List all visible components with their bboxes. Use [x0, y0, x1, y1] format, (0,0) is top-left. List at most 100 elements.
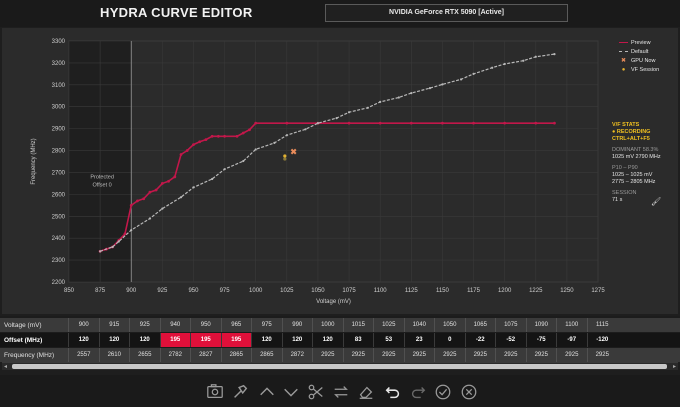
voltage-cell: 925: [129, 318, 160, 332]
frequency-cell: 2925: [434, 348, 465, 362]
vf-curve-chart[interactable]: 850 875 900 925 950 975 1000 1025 1050 1075 1100 11…: [2, 28, 678, 314]
offset-cell[interactable]: 23: [403, 333, 435, 347]
legend-label-preview: Preview: [631, 39, 651, 46]
x-tick-label: 1225: [529, 288, 543, 294]
offset-cell[interactable]: 120: [98, 333, 130, 347]
range-voltage: 1025 – 1025 mV: [612, 172, 653, 178]
series-point-default: [148, 217, 152, 220]
scroll-left-icon[interactable]: ◂: [4, 364, 8, 370]
protected-label: Offset 0: [93, 182, 112, 188]
series-point-default: [99, 250, 102, 253]
scissors-icon[interactable]: [306, 382, 326, 402]
x-tick-label: 1175: [467, 288, 481, 294]
title-bar: HYDRA CURVE EDITOR NVIDIA GeForce RTX 50…: [0, 0, 680, 27]
vf-stats-panel: V/F STATS ● RECORDING CTRL+ALT+F5 DOMINA…: [612, 122, 676, 204]
chevron-down-icon[interactable]: [281, 382, 301, 402]
frequency-header: Frequency (MHz): [4, 351, 55, 359]
series-point-default: [366, 106, 369, 109]
offset-cell[interactable]: -22: [464, 333, 496, 347]
frequency-cell: 2925: [312, 348, 343, 362]
offset-header: Offset (MHz): [4, 336, 43, 344]
frequency-cell: 2925: [342, 348, 374, 362]
undo-icon[interactable]: [383, 382, 403, 402]
series-point-preview: [185, 149, 189, 152]
gpu-selector[interactable]: NVIDIA GeForce RTX 5090 [Active]: [325, 4, 568, 22]
offset-cell[interactable]: -120: [586, 333, 618, 347]
offset-cell[interactable]: 120: [68, 333, 99, 347]
frequency-cell: 2925: [556, 348, 587, 362]
series-point-preview: [223, 134, 226, 138]
voltage-cell: 1065: [464, 318, 496, 332]
stats-title: V/F STATS: [612, 122, 640, 128]
series-point-preview: [347, 121, 351, 125]
eraser-icon[interactable]: [356, 382, 376, 402]
offset-cell[interactable]: -97: [556, 333, 587, 347]
voltage-row: Voltage (mV) 900 915 925 940 950 965 975 990 100…: [0, 318, 680, 332]
y-tick-label: 2700: [52, 170, 66, 176]
chevron-up-icon[interactable]: [257, 382, 277, 402]
series-point-default: [242, 159, 245, 163]
legend-item-gpu-now: ✖ GPU Now: [619, 56, 659, 65]
frequency-cell: 2925: [403, 348, 435, 362]
table-scrollbar[interactable]: ◂ ▸: [2, 362, 678, 370]
offset-cell[interactable]: -52: [495, 333, 526, 347]
series-point-default: [491, 66, 494, 69]
plot-area: [68, 40, 599, 283]
y-tick-label: 3200: [52, 61, 66, 67]
series-point-default: [223, 168, 226, 171]
legend-label-vf-session: VF Session: [631, 66, 660, 73]
voltage-cell: 1100: [556, 318, 587, 332]
offset-cell[interactable]: 120: [129, 333, 160, 347]
frequency-row: Frequency (MHz) 2557 2610 2655 2782 2827 2865…: [0, 348, 680, 362]
offset-cell[interactable]: 53: [373, 333, 404, 347]
offset-cell[interactable]: 0: [434, 333, 465, 347]
series-point-preview: [553, 121, 556, 125]
check-circle-icon[interactable]: [433, 382, 453, 402]
offset-cell[interactable]: 120: [312, 333, 343, 347]
voltage-cell: 950: [190, 318, 221, 332]
vf-session-marker: [283, 157, 287, 161]
scroll-right-icon[interactable]: ▸: [672, 364, 676, 370]
series-point-preview: [409, 121, 413, 125]
x-tick-label: 900: [126, 288, 137, 294]
hammer-icon[interactable]: [230, 382, 250, 402]
scrollbar-thumb[interactable]: [12, 364, 667, 369]
voltage-cell: 965: [220, 318, 252, 332]
x-tick-label: 1275: [591, 288, 605, 294]
offset-cell[interactable]: 195: [190, 333, 221, 347]
clear-session-brush-icon[interactable]: 🖌: [651, 197, 662, 206]
y-tick-label: 3100: [52, 83, 66, 89]
offset-cell[interactable]: -75: [525, 333, 557, 347]
voltage-cell: 1050: [434, 318, 465, 332]
x-tick-label: 1250: [560, 288, 574, 294]
series-point-default: [441, 83, 444, 86]
x-tick-label: 925: [157, 288, 168, 294]
gpu-now-marker: ✖: [290, 148, 297, 157]
x-tick-label: 1125: [405, 288, 419, 294]
offset-cell[interactable]: 120: [251, 333, 282, 347]
offset-cell[interactable]: 120: [281, 333, 313, 347]
series-point-preview: [441, 121, 444, 125]
series-point-preview: [198, 140, 202, 144]
recording-status: ● RECORDING: [612, 129, 651, 135]
swap-icon[interactable]: [331, 382, 351, 402]
dominant-label: DOMINANT 58.3%: [612, 147, 659, 153]
offset-cell[interactable]: 195: [220, 333, 251, 347]
series-point-preview: [154, 188, 158, 192]
legend-item-preview: Preview: [619, 38, 659, 47]
series-point-default: [211, 177, 214, 181]
series-point-preview: [235, 134, 239, 138]
redo-icon[interactable]: [408, 382, 428, 402]
x-tick-label: 875: [95, 288, 106, 294]
series-point-preview: [192, 143, 195, 147]
x-tick-label: 850: [64, 288, 75, 294]
series-point-default: [379, 100, 382, 104]
series-point-default: [553, 53, 556, 56]
offset-cell[interactable]: 83: [342, 333, 374, 347]
close-circle-icon[interactable]: [459, 382, 479, 402]
y-tick-label: 3000: [52, 105, 66, 111]
series-point-preview: [148, 190, 152, 194]
default-swatch: [619, 51, 628, 52]
offset-cell[interactable]: 195: [159, 333, 190, 347]
screenshot-icon[interactable]: [205, 382, 225, 402]
